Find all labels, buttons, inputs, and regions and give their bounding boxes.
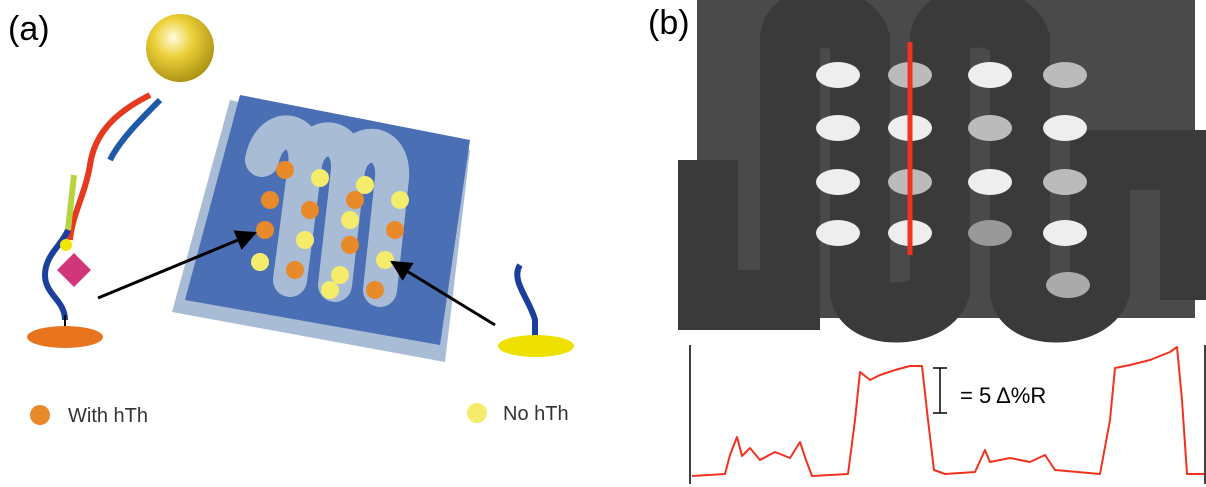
illustration — [27, 14, 574, 362]
figure: (a) With hTh No hTh (b) — [0, 0, 1206, 487]
legend-label: With hTh — [68, 405, 148, 427]
panel-label: (a) — [8, 10, 50, 48]
legend-swatch — [30, 405, 50, 425]
legend-label: No hTh — [503, 403, 569, 425]
spr-image — [697, 0, 1195, 318]
legend-swatch — [467, 403, 487, 423]
scale-label: = 5 Δ%R — [960, 383, 1046, 408]
panel-label: (b) — [648, 4, 690, 42]
line-profile — [690, 345, 1205, 484]
